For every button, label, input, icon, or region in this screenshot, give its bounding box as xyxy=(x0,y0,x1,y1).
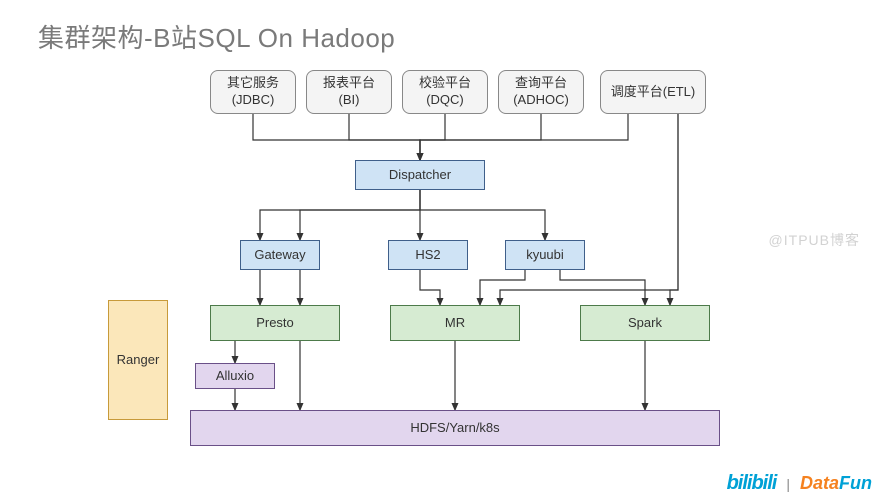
node-etl: 调度平台(ETL) xyxy=(600,70,706,114)
edge-etl-mr2 xyxy=(500,114,678,305)
footer: bilibili | DataFun xyxy=(727,472,872,495)
node-adhoc: 查询平台(ADHOC) xyxy=(498,70,584,114)
edge-jdbc-disp xyxy=(253,114,420,160)
node-presto: Presto xyxy=(210,305,340,341)
footer-separator: | xyxy=(786,476,790,492)
edge-etl-disp xyxy=(420,114,628,160)
bilibili-logo: bilibili xyxy=(727,472,777,495)
edge-adhoc-disp xyxy=(420,114,541,160)
node-disp: Dispatcher xyxy=(355,160,485,190)
edge-disp-kyuubi xyxy=(420,190,545,240)
watermark: @ITPUB博客 xyxy=(769,230,860,250)
node-hs2: HS2 xyxy=(388,240,468,270)
edge-disp-gateway2 xyxy=(300,190,420,240)
edge-bi-disp xyxy=(349,114,420,160)
edge-kyuubi-spark xyxy=(560,270,645,305)
edge-hs2-mr xyxy=(420,270,440,305)
node-hdfs: HDFS/Yarn/k8s xyxy=(190,410,720,446)
datafun-logo: DataFun xyxy=(800,473,872,494)
node-alluxio: Alluxio xyxy=(195,363,275,389)
node-spark: Spark xyxy=(580,305,710,341)
edge-dqc-disp xyxy=(420,114,445,160)
edge-kyuubi-mr xyxy=(480,270,525,305)
node-gateway: Gateway xyxy=(240,240,320,270)
node-mr: MR xyxy=(390,305,520,341)
edge-disp-gateway xyxy=(260,190,420,240)
node-ranger: Ranger xyxy=(108,300,168,420)
node-jdbc: 其它服务(JDBC) xyxy=(210,70,296,114)
page-title: 集群架构-B站SQL On Hadoop xyxy=(38,18,395,55)
edge-etl-spark xyxy=(670,114,678,305)
node-kyuubi: kyuubi xyxy=(505,240,585,270)
node-bi: 报表平台(BI) xyxy=(306,70,392,114)
node-dqc: 校验平台(DQC) xyxy=(402,70,488,114)
